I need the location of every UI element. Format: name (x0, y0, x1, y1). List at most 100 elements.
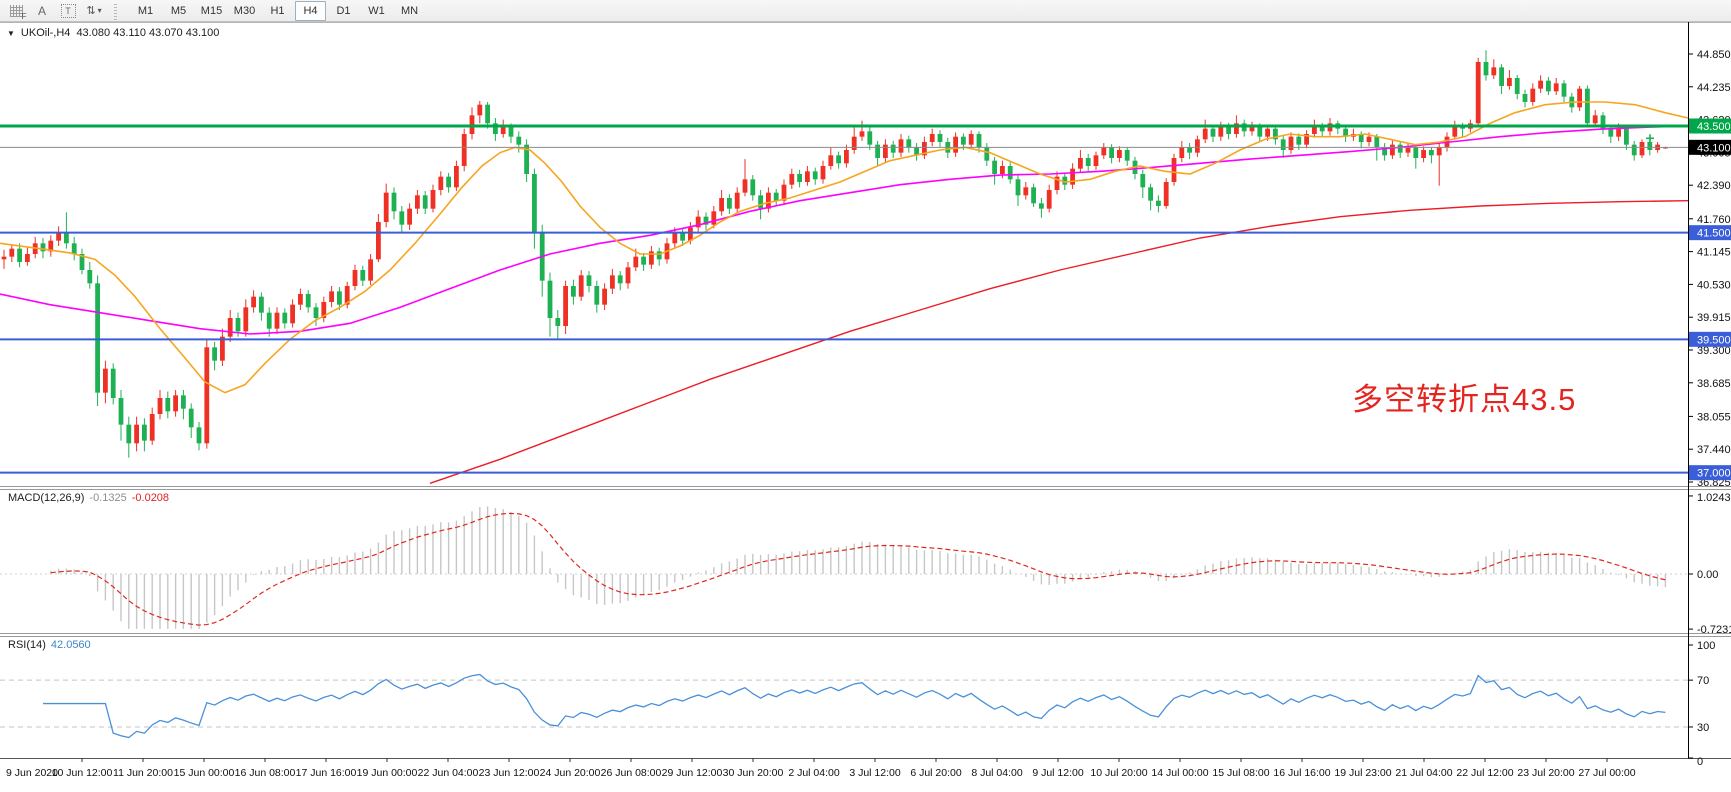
level-price-label[interactable] (1689, 465, 1731, 481)
candle-body[interactable] (742, 179, 748, 193)
time-axis-label[interactable]: 22 Jul 12:00 (1456, 767, 1513, 779)
candle-body[interactable] (9, 248, 15, 257)
candle-body[interactable] (820, 165, 826, 180)
chart-grid-icon[interactable]: F (6, 2, 27, 21)
time-axis-label[interactable]: 16 Jul 16:00 (1273, 767, 1330, 779)
time-axis-label[interactable]: 10 Jun 12:00 (52, 767, 113, 779)
candle-body[interactable] (781, 184, 787, 201)
candle-body[interactable] (1374, 136, 1380, 148)
timeframe-button-M30[interactable]: M30 (233, 4, 256, 17)
candle-body[interactable] (922, 141, 927, 156)
time-axis-label[interactable]: 29 Jun 12:00 (662, 767, 723, 779)
candle-body[interactable] (1491, 67, 1497, 76)
time-axis-label[interactable]: 9 Jun 2020 (6, 767, 58, 779)
candle-body[interactable] (1624, 128, 1629, 145)
candle-body[interactable] (1148, 187, 1153, 201)
candle-body[interactable] (1358, 133, 1364, 142)
candle-body[interactable] (1078, 157, 1083, 169)
candle-body[interactable] (251, 296, 256, 308)
candle-body[interactable] (173, 395, 178, 412)
candle-body[interactable] (719, 197, 724, 212)
candle-body[interactable] (1218, 125, 1224, 137)
candle-body[interactable] (1343, 128, 1348, 137)
candle-body[interactable] (446, 176, 451, 188)
candle-body[interactable] (750, 179, 756, 196)
candle-body[interactable] (368, 259, 373, 281)
candle-body[interactable] (1538, 80, 1543, 89)
candle-body[interactable] (134, 424, 139, 444)
candle-body[interactable] (1140, 173, 1146, 188)
candle-body[interactable] (181, 395, 186, 409)
indicator-arrows-icon[interactable]: ⇅ ▾ (86, 5, 102, 17)
candle-body[interactable] (516, 136, 522, 145)
candle-body[interactable] (649, 251, 654, 265)
candle-body[interactable] (110, 368, 116, 398)
candle-body[interactable] (1507, 77, 1512, 86)
candle-body[interactable] (64, 232, 69, 244)
candle-body[interactable] (337, 291, 342, 305)
candle-body[interactable] (71, 243, 77, 254)
level-price-label[interactable] (1689, 225, 1731, 241)
candle-body[interactable] (1530, 88, 1536, 102)
candle-body[interactable] (493, 123, 498, 134)
candle-body[interactable] (1631, 144, 1637, 156)
candle-body[interactable] (672, 232, 678, 244)
candle-body[interactable] (984, 147, 990, 161)
candle-body[interactable] (243, 307, 249, 332)
time-axis-label[interactable]: 9 Jul 12:00 (1032, 767, 1084, 779)
candle-body[interactable] (1475, 61, 1481, 124)
candle-body[interactable] (1124, 149, 1130, 161)
candle-body[interactable] (571, 285, 576, 297)
text-annotation-icon[interactable]: A (37, 3, 46, 18)
candle-body[interactable] (836, 155, 841, 164)
candle-body[interactable] (344, 285, 350, 305)
candle-body[interactable] (438, 176, 444, 190)
candle-body[interactable] (79, 253, 85, 270)
candle-body[interactable] (524, 144, 529, 174)
candle-body[interactable] (157, 397, 163, 414)
candle-body[interactable] (695, 216, 701, 228)
candle-body[interactable] (773, 192, 779, 201)
candle-body[interactable] (1015, 179, 1021, 196)
candle-body[interactable] (454, 165, 459, 188)
time-axis-label[interactable]: 11 Jun 20:00 (113, 767, 173, 779)
candle-body[interactable] (680, 232, 685, 241)
time-axis-label[interactable]: 15 Jun 00:00 (174, 767, 235, 779)
candle-body[interactable] (48, 240, 54, 252)
candle-body[interactable] (898, 139, 904, 153)
candle-body[interactable] (1234, 123, 1239, 134)
time-axis-label[interactable]: 6 Jul 20:00 (910, 767, 962, 779)
candle-body[interactable] (1296, 136, 1302, 145)
candle-body[interactable] (1023, 187, 1029, 196)
candle-body[interactable] (976, 133, 982, 148)
candle-body[interactable] (1304, 133, 1309, 145)
candle-body[interactable] (586, 275, 592, 286)
candle-body[interactable] (1007, 165, 1013, 180)
candle-body[interactable] (321, 301, 327, 318)
candle-body[interactable] (758, 195, 763, 209)
candle-body[interactable] (1039, 203, 1044, 209)
candle-body[interactable] (1031, 187, 1036, 204)
candle-body[interactable] (812, 171, 818, 180)
text-label-icon[interactable]: T (58, 2, 78, 20)
candle-body[interactable] (1062, 176, 1068, 185)
candle-body[interactable] (1553, 83, 1559, 92)
candle-body[interactable] (383, 192, 389, 222)
candle-body[interactable] (734, 192, 740, 209)
candle-body[interactable] (1366, 136, 1372, 142)
candle-body[interactable] (641, 256, 646, 265)
candle-body[interactable] (430, 189, 436, 209)
candle-body[interactable] (1452, 125, 1458, 137)
candle-body[interactable] (688, 227, 693, 241)
level-price-label[interactable] (1689, 331, 1731, 347)
time-axis-label[interactable]: 23 Jul 20:00 (1517, 767, 1574, 779)
time-axis-label[interactable]: 10 Jul 20:00 (1090, 767, 1147, 779)
time-axis-label[interactable]: 30 Jun 20:00 (723, 767, 784, 779)
candle-body[interactable] (1280, 139, 1286, 150)
candle-body[interactable] (625, 267, 631, 284)
candle-body[interactable] (1070, 168, 1075, 185)
time-axis-label[interactable]: 3 Jul 12:00 (849, 767, 901, 779)
candle-body[interactable] (508, 125, 514, 137)
candle-body[interactable] (259, 296, 264, 313)
timeframe-button-D1[interactable]: D1 (336, 4, 351, 17)
